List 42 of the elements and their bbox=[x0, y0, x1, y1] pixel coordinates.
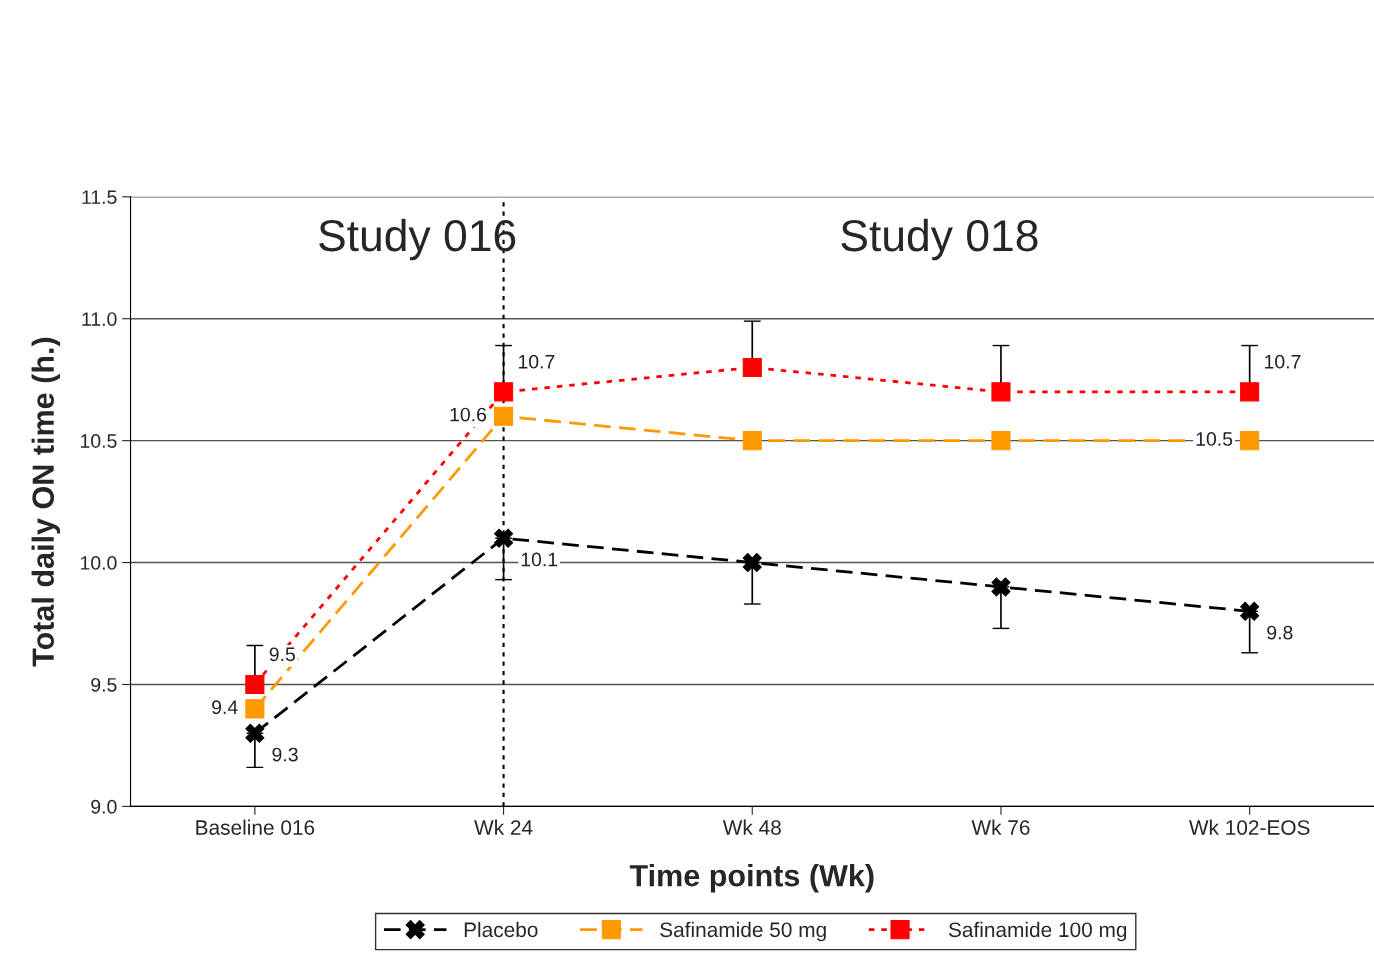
data-label: 10.7 bbox=[1265, 354, 1301, 369]
point bbox=[1240, 601, 1260, 621]
y-tick-label: 11.5 bbox=[82, 190, 117, 205]
x-tick-label: Wk 76 bbox=[971, 819, 1030, 835]
point bbox=[494, 406, 514, 426]
y-tick-label: 10.5 bbox=[80, 434, 117, 448]
point bbox=[991, 382, 1011, 402]
data-label: 10.1 bbox=[521, 552, 558, 567]
point bbox=[991, 431, 1011, 451]
x-tick-label: Wk 48 bbox=[722, 819, 781, 835]
y-axis-title: Total daily ON time (h.) bbox=[31, 337, 61, 667]
point bbox=[1240, 431, 1260, 451]
annotation: Study 016 bbox=[319, 218, 516, 261]
data-label: 9.8 bbox=[1267, 625, 1293, 640]
point bbox=[1240, 382, 1260, 402]
data-label: 10.6 bbox=[450, 407, 487, 422]
x-tick-label: Wk 102-EOS bbox=[1188, 819, 1310, 835]
x-tick-label: Baseline 016 bbox=[196, 819, 315, 835]
data-label: 9.3 bbox=[272, 747, 298, 762]
point bbox=[245, 723, 265, 743]
data-label: 10.5 bbox=[1196, 432, 1233, 446]
point bbox=[742, 357, 762, 378]
point bbox=[742, 553, 762, 573]
data-label: 10.7 bbox=[518, 354, 555, 369]
legend-label: Placebo bbox=[464, 921, 538, 938]
point bbox=[494, 528, 514, 548]
data-label: 9.4 bbox=[212, 700, 238, 715]
legend-label: Safinamide 100 mg bbox=[948, 921, 1127, 942]
point bbox=[991, 577, 1011, 597]
y-tick-label: 10.0 bbox=[80, 556, 117, 570]
data-label: 9.5 bbox=[269, 647, 295, 662]
point bbox=[245, 674, 265, 695]
legend-label: Safinamide 50 mg bbox=[660, 921, 826, 942]
point bbox=[494, 382, 514, 402]
x-tick-label: Wk 24 bbox=[474, 819, 533, 835]
y-tick-label: 9.0 bbox=[91, 799, 117, 814]
y-tick-label: 9.5 bbox=[91, 677, 117, 692]
point bbox=[742, 431, 762, 451]
y-tick-label: 11.0 bbox=[82, 312, 117, 326]
x-axis-title: Time points (Wk) bbox=[629, 864, 874, 893]
annotation: Study 018 bbox=[841, 218, 1038, 261]
point bbox=[245, 699, 265, 719]
